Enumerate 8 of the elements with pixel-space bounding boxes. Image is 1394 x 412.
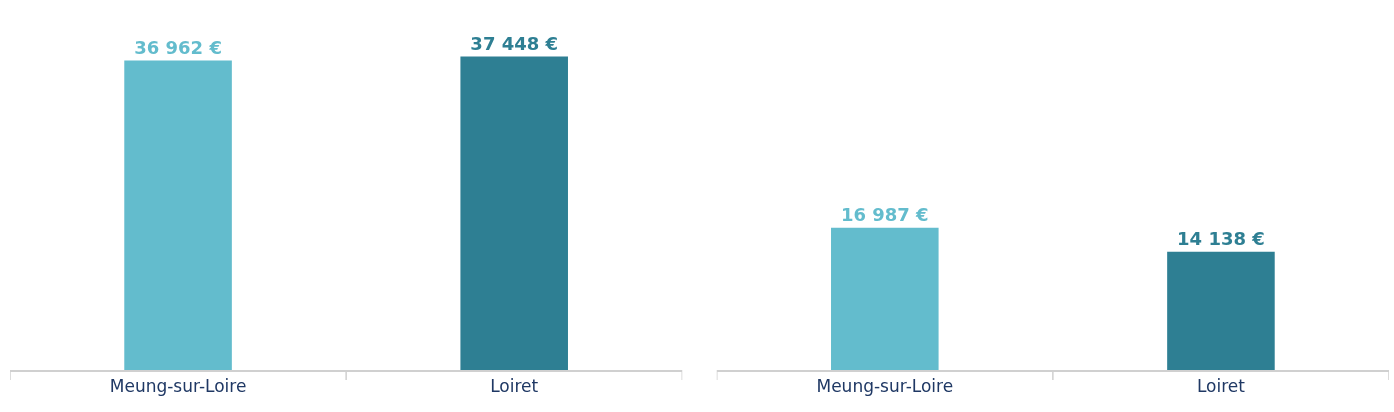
x-tick-label: Loiret (490, 376, 539, 397)
data-label: 16 987 € (840, 203, 929, 225)
data-label: 37 448 € (470, 32, 559, 54)
x-tick-label: Loiret (1196, 376, 1246, 397)
x-tick-label: Meung-sur-Loire (816, 376, 954, 397)
data-label: 14 138 € (1177, 227, 1265, 249)
data-label: 36 962 € (134, 36, 222, 58)
x-tick-label: Meung-sur-Loire (109, 376, 247, 397)
